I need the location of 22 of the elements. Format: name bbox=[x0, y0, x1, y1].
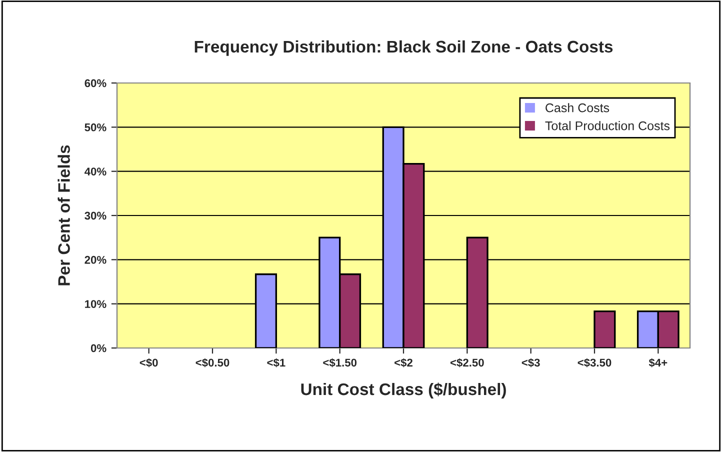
y-tick-label: 10% bbox=[85, 300, 106, 308]
x-tick-label: <$2.50 bbox=[450, 358, 484, 368]
x-tick-label: <$2 bbox=[394, 358, 412, 368]
x-axis-title: Unit Cost Class ($/bushel) bbox=[301, 382, 506, 398]
y-tick-label: 30% bbox=[84, 212, 106, 220]
legend-label: Cash Costs bbox=[546, 103, 610, 112]
y-tick-label: 40% bbox=[84, 168, 106, 176]
y-tick-label: 60% bbox=[84, 79, 106, 88]
x-tick-label: $4+ bbox=[648, 358, 668, 368]
y-tick-label: 0% bbox=[90, 344, 106, 352]
x-tick-label: <$1 bbox=[267, 358, 286, 368]
chart-title: Frequency Distribution: Black Soil Zone - Oats Costs bbox=[194, 40, 613, 56]
legend-label: Total Production Costs bbox=[545, 121, 670, 130]
x-tick-label: <$0 bbox=[140, 358, 158, 368]
bar bbox=[594, 310, 616, 348]
y-axis-title: Per Cent of Fields bbox=[58, 145, 70, 286]
y-tick-label: 20% bbox=[84, 256, 106, 264]
x-tick-label: <$1.50 bbox=[323, 358, 357, 368]
y-tick-label: 50% bbox=[84, 123, 106, 132]
x-tick-label: <$0.50 bbox=[196, 358, 230, 368]
x-tick-label: <$3 bbox=[522, 358, 540, 368]
x-tick-label: <$3.50 bbox=[578, 358, 612, 368]
